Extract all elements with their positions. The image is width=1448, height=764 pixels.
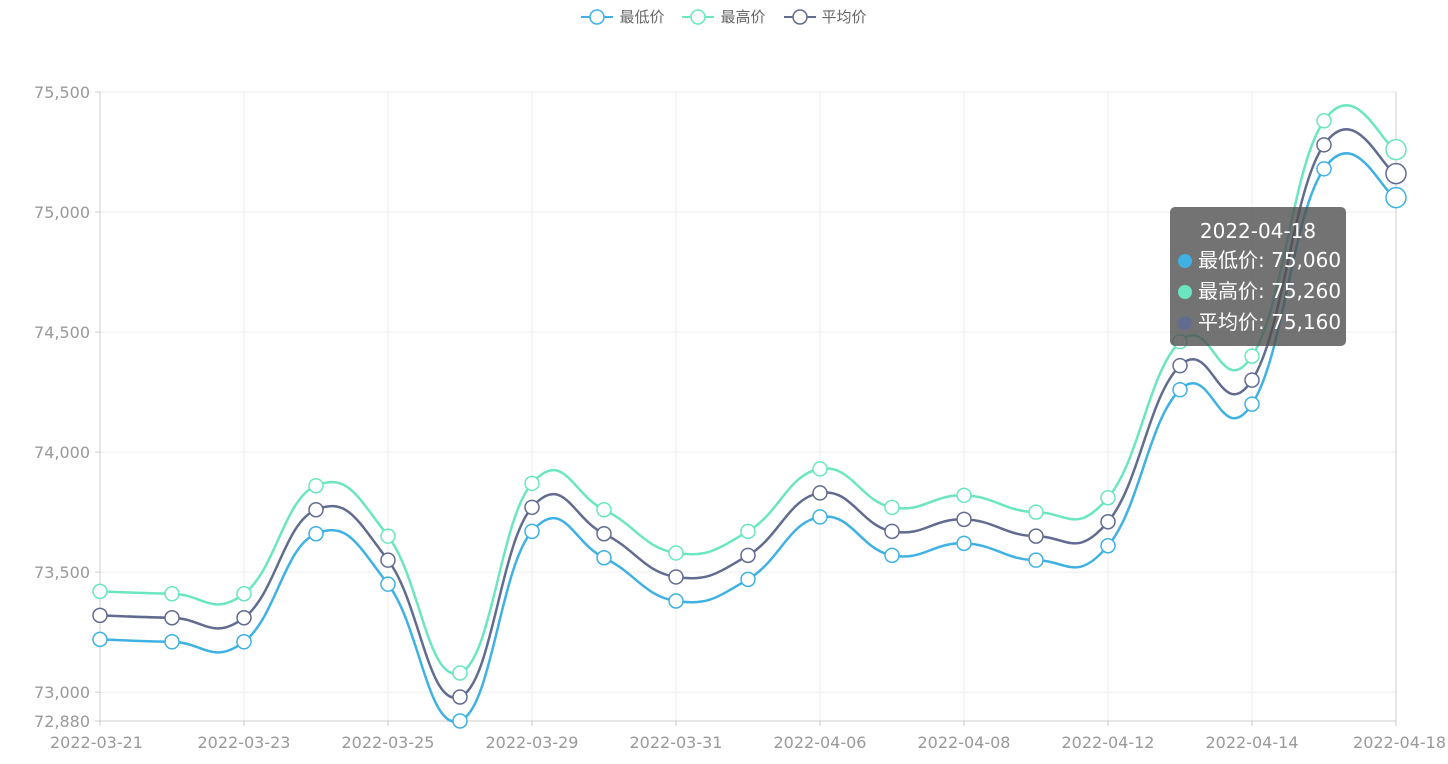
legend-avg-label: 平均价 — [821, 8, 867, 26]
x-tick-label: 2022-04-12 — [1062, 733, 1155, 752]
series-high-point — [524, 475, 540, 492]
series-low-point — [452, 713, 468, 729]
tooltip: 2022-04-18 最低价: 75,060 最高价: 75,260 平均价: … — [1170, 207, 1346, 346]
series-low-line — [99, 152, 1397, 723]
y-tick-label: 72,880 — [34, 712, 90, 731]
series-low-point — [308, 525, 324, 542]
series-low-point — [596, 549, 612, 566]
series-avg-point — [524, 499, 540, 516]
series-low-point — [740, 571, 756, 588]
legend-avg-icon — [783, 8, 816, 25]
series-high-point — [452, 665, 468, 681]
legend-high-label: 最高价 — [720, 8, 766, 26]
series-high-point — [380, 528, 396, 544]
x-tick-label: 2022-03-25 — [342, 733, 435, 752]
legend-item-low[interactable]: 最低价 — [581, 6, 664, 27]
series-high-point — [596, 501, 612, 518]
x-tick-label: 2022-03-31 — [630, 733, 723, 752]
tooltip-low-dot — [1178, 253, 1192, 268]
series-high-point — [1100, 489, 1116, 506]
x-tick-label: 2022-03-23 — [198, 733, 291, 752]
series-high-point — [308, 477, 324, 494]
series-avg-point — [812, 485, 828, 501]
legend-low-icon — [581, 8, 614, 25]
series-avg-point — [308, 501, 324, 518]
series-low-point — [668, 593, 684, 609]
series-avg-point — [1028, 528, 1044, 544]
series-avg-point — [1100, 513, 1116, 530]
series-high-point — [740, 523, 756, 540]
series-low-point — [956, 535, 972, 552]
series-high-point — [1385, 138, 1407, 161]
series-low-point — [164, 634, 180, 650]
series-avg-point — [1385, 162, 1407, 185]
y-tick-label: 73,500 — [34, 563, 90, 582]
series-avg-point — [380, 552, 396, 568]
tooltip-title: 2022-04-18 — [1199, 219, 1317, 243]
y-tick-label: 73,000 — [34, 683, 90, 702]
x-tick-label: 2022-03-29 — [486, 733, 579, 752]
series-low-point — [236, 634, 252, 650]
x-tick-label: 2022-04-06 — [774, 733, 867, 752]
tooltip-row-high: 最高价: 75,260 — [1170, 276, 1346, 307]
series-low-point — [812, 509, 828, 525]
series-high-point — [668, 545, 684, 561]
series-avg-point — [884, 523, 900, 540]
series-high-point — [884, 499, 900, 516]
series-avg-point — [668, 569, 684, 585]
series-low-point — [1172, 381, 1188, 398]
series-avg-point — [236, 610, 252, 626]
legend-item-avg[interactable]: 平均价 — [783, 6, 867, 27]
series-avg-point — [92, 607, 108, 624]
y-tick-label: 74,500 — [34, 323, 90, 342]
series-low-point — [524, 523, 540, 540]
tooltip-low-text: 最低价: 75,060 — [1198, 248, 1342, 272]
series-high-line — [99, 104, 1397, 675]
y-tick-label: 75,500 — [34, 83, 90, 102]
legend-high-icon — [682, 8, 715, 25]
series-avg-point — [956, 511, 972, 528]
legend-low-label: 最低价 — [619, 8, 665, 26]
x-tick-label: 2022-03-21 — [50, 733, 143, 752]
series-low-point — [1100, 537, 1116, 554]
series-avg-point — [740, 547, 756, 564]
series-avg-point — [596, 525, 612, 542]
series-high-point — [812, 461, 828, 477]
series-high-point — [236, 586, 252, 602]
y-tick-label: 74,000 — [34, 443, 90, 462]
series-low-point — [380, 576, 396, 592]
series-low-point — [92, 631, 108, 648]
tooltip-avg-dot — [1178, 315, 1192, 330]
series-low-point — [1385, 186, 1407, 209]
series-high-point — [1028, 504, 1044, 520]
series-low-point — [1244, 396, 1260, 412]
series-high-point — [92, 583, 108, 600]
series-high-point — [1316, 113, 1332, 129]
series-avg-point — [452, 689, 468, 705]
series-high-point — [1244, 348, 1260, 364]
series-high-point — [956, 487, 972, 504]
series-low-point — [884, 547, 900, 564]
y-tick-label: 75,000 — [34, 203, 90, 222]
tooltip-row-low: 最低价: 75,060 — [1170, 245, 1346, 276]
series-low-point — [1028, 552, 1044, 568]
x-tick-label: 2022-04-08 — [918, 733, 1011, 752]
series-high-point — [164, 586, 180, 602]
series-low-point — [1316, 161, 1332, 177]
tooltip-high-dot — [1178, 284, 1192, 299]
tooltip-row-avg: 平均价: 75,160 — [1170, 307, 1346, 338]
x-tick-label: 2022-04-18 — [1353, 733, 1446, 752]
legend: 最低价 最高价 平均价 — [0, 6, 1448, 27]
series-avg-line — [99, 128, 1397, 699]
tooltip-high-text: 最高价: 75,260 — [1198, 279, 1342, 303]
series-avg-point — [1172, 357, 1188, 374]
tooltip-avg-text: 平均价: 75,160 — [1198, 310, 1342, 334]
series-avg-point — [164, 610, 180, 626]
x-tick-label: 2022-04-14 — [1206, 733, 1299, 752]
series-avg-point — [1316, 137, 1332, 153]
series-avg-point — [1244, 372, 1260, 388]
legend-item-high[interactable]: 最高价 — [682, 6, 766, 27]
